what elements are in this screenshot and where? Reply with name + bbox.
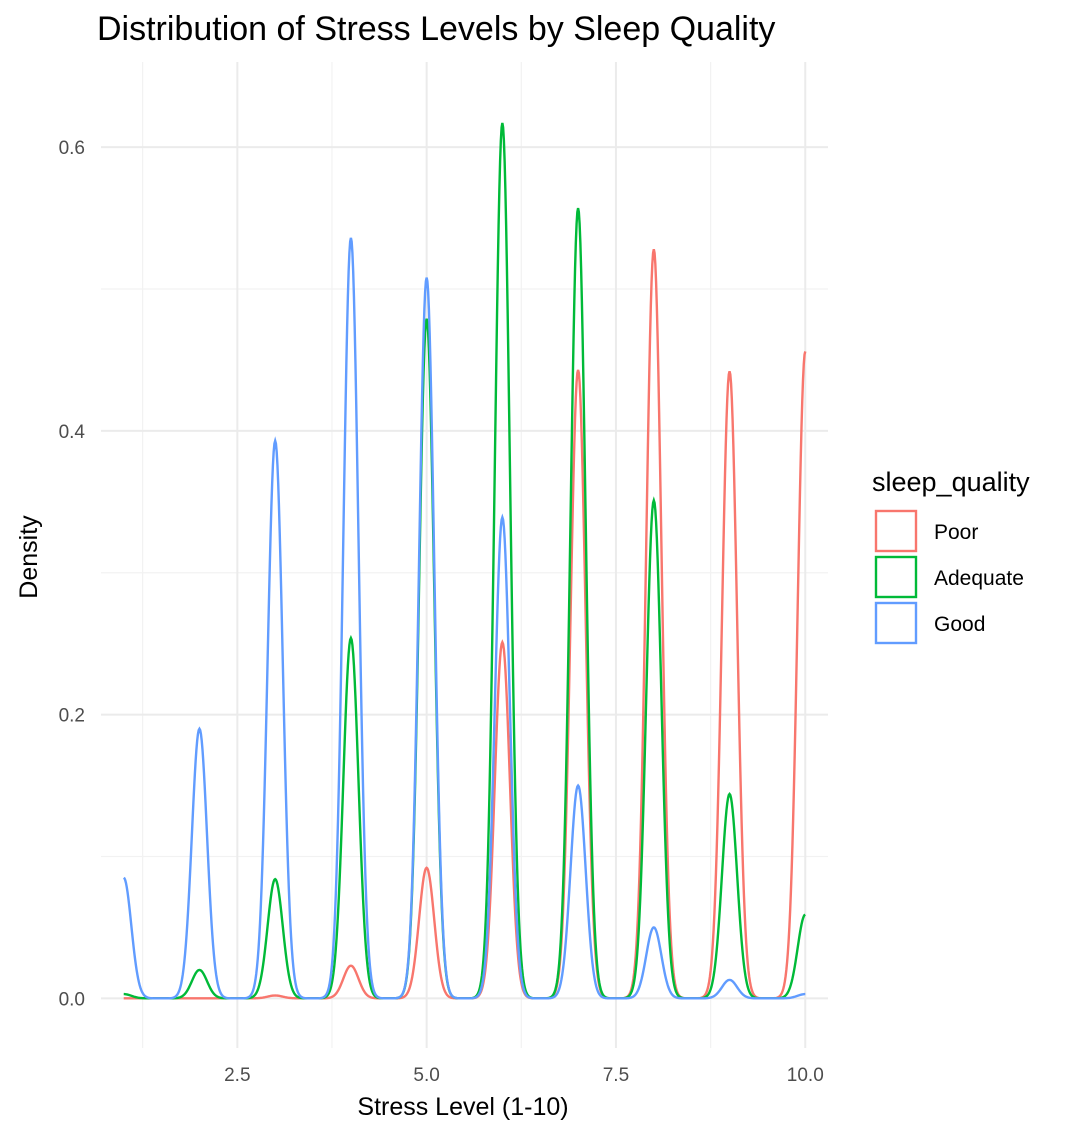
x-tick-label: 7.5 — [603, 1065, 629, 1086]
axis-layer: 2.5 5.0 7.5 10.0 0.0 0.2 0.4 0.6 — [59, 138, 824, 1086]
legend-label-adequate: Adequate — [934, 567, 1024, 590]
x-tick-label: 10.0 — [787, 1065, 824, 1086]
legend-items: Poor Adequate Good — [874, 509, 1024, 645]
density-line-good — [122, 237, 806, 1000]
y-tick-label: 0.4 — [59, 422, 86, 443]
x-tick-label: 2.5 — [224, 1065, 250, 1086]
legend-label-poor: Poor — [934, 521, 978, 544]
density-line-adequate — [123, 122, 806, 1000]
y-tick-label: 0.2 — [59, 706, 85, 727]
legend-key-adequate — [874, 555, 918, 599]
y-tick-label: 0.0 — [59, 989, 85, 1010]
legend-key-poor — [874, 509, 918, 553]
y-tick-label: 0.6 — [59, 138, 85, 159]
density-line-poor — [123, 249, 807, 1000]
series-layer — [122, 122, 807, 1000]
legend-label-good: Good — [934, 613, 985, 636]
y-axis-title: Density — [15, 515, 43, 599]
chart-title: Distribution of Stress Levels by Sleep Q… — [97, 10, 775, 48]
legend-key-good — [874, 601, 918, 645]
x-axis-title: Stress Level (1-10) — [357, 1093, 568, 1121]
x-tick-label: 5.0 — [413, 1065, 439, 1086]
legend: sleep_quality Poor Adequate Good — [872, 467, 1030, 645]
legend-title: sleep_quality — [872, 467, 1030, 497]
